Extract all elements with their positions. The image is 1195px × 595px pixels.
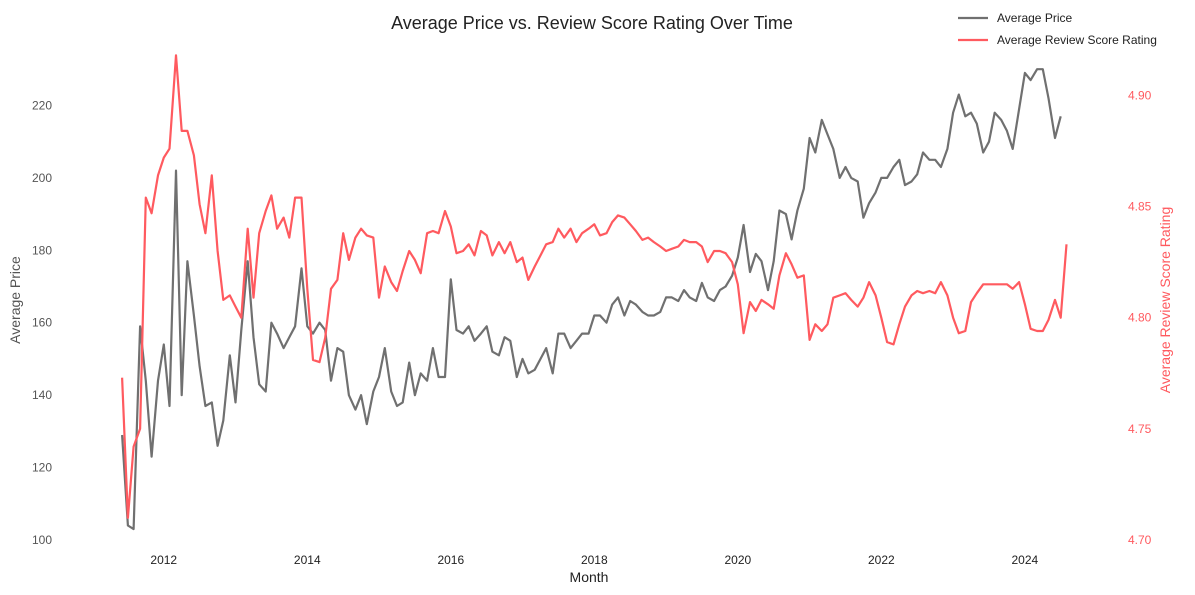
legend-label-price: Average Price: [997, 11, 1072, 25]
y-left-tick-label: 160: [32, 316, 52, 330]
y-left-tick-label: 100: [32, 533, 52, 547]
x-axis: 2012 2014 2016 2018 2020 2022 2024: [150, 553, 1038, 567]
y-left-tick-label: 180: [32, 243, 52, 257]
x-tick-label: 2024: [1012, 553, 1039, 567]
y-right-tick-label: 4.80: [1128, 311, 1152, 325]
x-tick-label: 2022: [868, 553, 895, 567]
y-right-tick-label: 4.75: [1128, 422, 1152, 436]
x-tick-label: 2020: [724, 553, 751, 567]
y-right-tick-label: 4.90: [1128, 88, 1152, 102]
y-axis-right: 4.70 4.75 4.80 4.85 4.90: [1128, 88, 1152, 547]
x-tick-label: 2014: [294, 553, 321, 567]
x-axis-label: Month: [570, 569, 609, 585]
legend: Average Price Average Review Score Ratin…: [958, 11, 1157, 47]
x-tick-label: 2012: [150, 553, 177, 567]
chart-title: Average Price vs. Review Score Rating Ov…: [391, 13, 793, 33]
y-left-tick-label: 220: [32, 98, 52, 112]
legend-label-rating: Average Review Score Rating: [997, 33, 1157, 47]
price-line: [121, 68, 1062, 531]
y-left-tick-label: 140: [32, 388, 52, 402]
rating-line: [121, 54, 1068, 519]
y-axis-left: 100 120 140 160 180 200 220: [32, 98, 52, 547]
y-left-tick-label: 120: [32, 461, 52, 475]
x-tick-label: 2018: [581, 553, 608, 567]
y-right-tick-label: 4.85: [1128, 200, 1152, 214]
y-axis-left-label: Average Price: [7, 256, 23, 344]
y-axis-right-label: Average Review Score Rating: [1157, 207, 1173, 394]
y-left-tick-label: 200: [32, 171, 52, 185]
x-tick-label: 2016: [437, 553, 464, 567]
y-right-tick-label: 4.70: [1128, 533, 1152, 547]
